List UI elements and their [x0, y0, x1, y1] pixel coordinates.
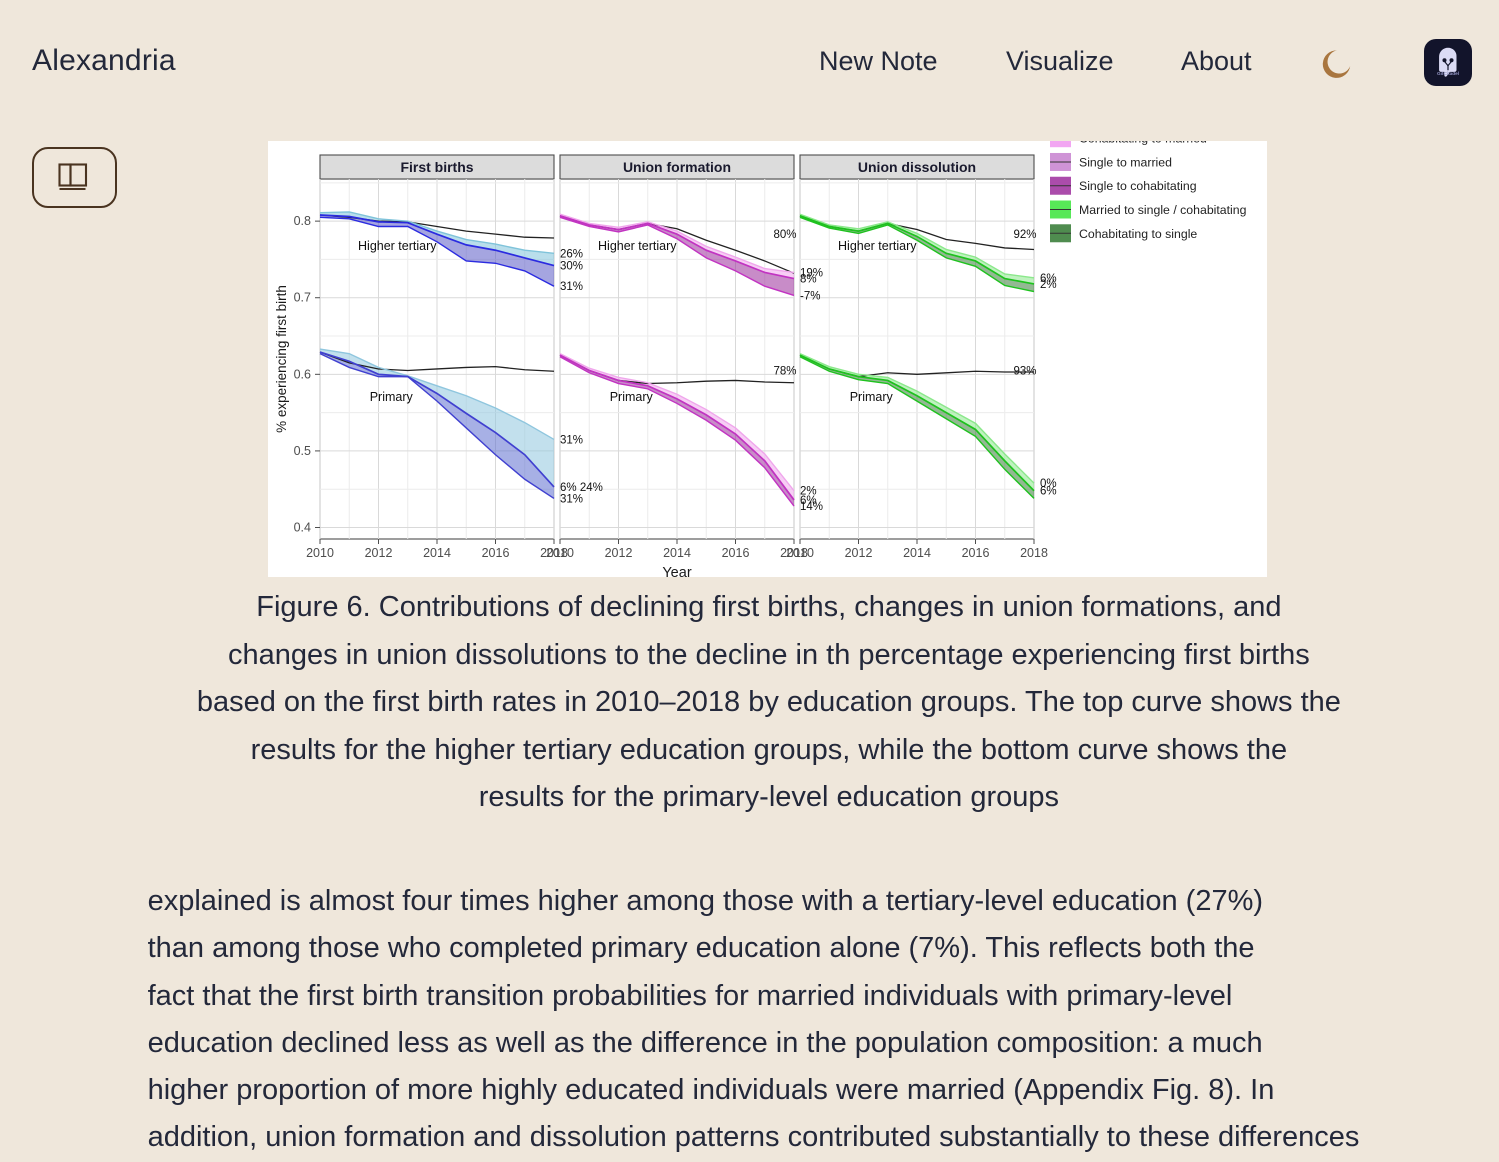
svg-text:Union dissolution: Union dissolution — [858, 159, 976, 175]
svg-text:2016: 2016 — [962, 546, 990, 560]
svg-text:2012: 2012 — [365, 546, 393, 560]
svg-text:GitCitadel: GitCitadel — [1437, 71, 1459, 76]
svg-text:2010: 2010 — [786, 546, 814, 560]
svg-text:14%: 14% — [800, 501, 823, 513]
svg-text:2012: 2012 — [605, 546, 633, 560]
svg-text:Year: Year — [662, 565, 691, 577]
svg-text:93%: 93% — [1014, 365, 1037, 377]
svg-text:92%: 92% — [1014, 229, 1037, 241]
svg-text:Cohabitating to married: Cohabitating to married — [1079, 141, 1207, 146]
svg-text:2016: 2016 — [482, 546, 510, 560]
svg-text:Primary: Primary — [610, 390, 654, 404]
svg-text:Single to married: Single to married — [1079, 155, 1172, 169]
svg-text:2010: 2010 — [306, 546, 334, 560]
svg-text:31%: 31% — [560, 434, 583, 446]
svg-text:0.8: 0.8 — [294, 214, 311, 228]
svg-text:31%: 31% — [560, 493, 583, 505]
svg-text:2016: 2016 — [722, 546, 750, 560]
svg-text:Single to cohabitating: Single to cohabitating — [1079, 179, 1197, 193]
svg-text:Higher tertiary: Higher tertiary — [838, 239, 917, 253]
svg-text:30%: 30% — [560, 261, 583, 273]
svg-text:Cohabitating to single: Cohabitating to single — [1079, 227, 1197, 241]
svg-text:0.6: 0.6 — [294, 367, 311, 381]
svg-text:31%: 31% — [560, 281, 583, 293]
svg-text:0.5: 0.5 — [294, 444, 311, 458]
svg-text:0.4: 0.4 — [294, 521, 311, 535]
svg-text:2014: 2014 — [663, 546, 691, 560]
svg-text:2018: 2018 — [1020, 546, 1048, 560]
svg-text:Union formation: Union formation — [623, 159, 731, 175]
svg-text:6%: 6% — [1040, 486, 1057, 498]
svg-text:Primary: Primary — [370, 390, 414, 404]
svg-text:Primary: Primary — [850, 390, 894, 404]
svg-text:Higher tertiary: Higher tertiary — [358, 239, 437, 253]
svg-text:2010: 2010 — [546, 546, 574, 560]
svg-text:8%: 8% — [800, 274, 817, 286]
svg-text:6% 24%: 6% 24% — [560, 482, 603, 494]
svg-text:% experiencing first birth: % experiencing first birth — [274, 285, 289, 433]
svg-text:Higher tertiary: Higher tertiary — [598, 239, 677, 253]
svg-text:Married to single / cohabitati: Married to single / cohabitating — [1079, 203, 1247, 217]
svg-text:First births: First births — [400, 159, 473, 175]
svg-text:80%: 80% — [774, 229, 797, 241]
svg-text:26%: 26% — [560, 248, 583, 260]
svg-text:0.7: 0.7 — [294, 291, 311, 305]
svg-text:78%: 78% — [774, 365, 797, 377]
svg-text:2012: 2012 — [845, 546, 873, 560]
svg-text:2014: 2014 — [903, 546, 931, 560]
svg-text:-7%: -7% — [800, 290, 820, 302]
svg-text:2%: 2% — [1040, 279, 1057, 291]
svg-text:2014: 2014 — [423, 546, 451, 560]
